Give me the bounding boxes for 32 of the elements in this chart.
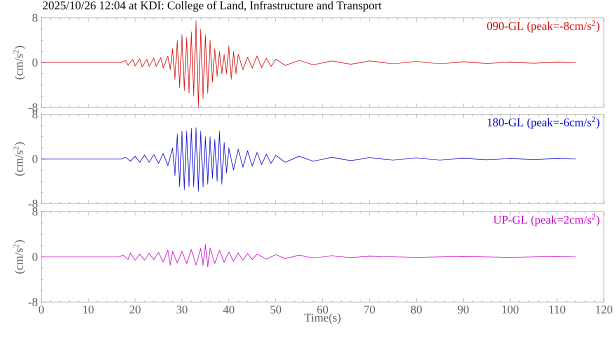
x-tick-label: 10 <box>83 306 94 314</box>
line-series <box>41 244 576 268</box>
x-tick-label: 20 <box>130 306 141 314</box>
y-tick-label: 0 <box>32 155 38 164</box>
x-tick-label: 30 <box>176 306 188 314</box>
x-tick-label: 40 <box>223 306 234 314</box>
y-tick-label: -8 <box>28 200 38 208</box>
x-tick-label: 70 <box>364 306 375 314</box>
y-axis-title: (cm/s$^{2}$) <box>13 240 26 274</box>
y-tick-label: 0 <box>32 58 38 67</box>
y-tick-label: 0 <box>32 253 38 262</box>
x-axis-title: Time(s) <box>304 314 341 324</box>
text: 180-GL (peak=-6cm/s$^{2}$) <box>488 117 600 129</box>
line-series <box>41 128 576 192</box>
y-axis-title: (cm/s$^{2}$) <box>13 142 26 176</box>
x-tick-label: 0 <box>38 306 44 314</box>
x-tick-label: 50 <box>270 306 282 314</box>
y-tick-label: -8 <box>28 104 38 112</box>
y-tick-label: 8 <box>32 14 38 22</box>
text: 090-GL (peak=-8cm/s$^{2}$) <box>487 20 600 33</box>
x-tick-label: 60 <box>317 306 328 314</box>
x-tick-label: 110 <box>549 306 566 314</box>
y-tick-label: 8 <box>32 110 38 118</box>
x-tick-label: 90 <box>458 306 469 314</box>
x-tick-label: 80 <box>410 306 422 314</box>
chart-title: 2025/10/26 12:04 at KDI: College of Land, Infrastructure and Transport <box>43 1 382 12</box>
x-tick-label: 120 <box>596 306 612 314</box>
x-tick-label: 100 <box>502 306 519 314</box>
y-axis-title: (cm/s$^{2}$) <box>13 46 26 80</box>
y-tick-label: 8 <box>32 208 38 216</box>
text: UP-GL (peak=2cm/s$^{2}$) <box>493 214 600 226</box>
y-tick-label: -8 <box>28 298 38 306</box>
